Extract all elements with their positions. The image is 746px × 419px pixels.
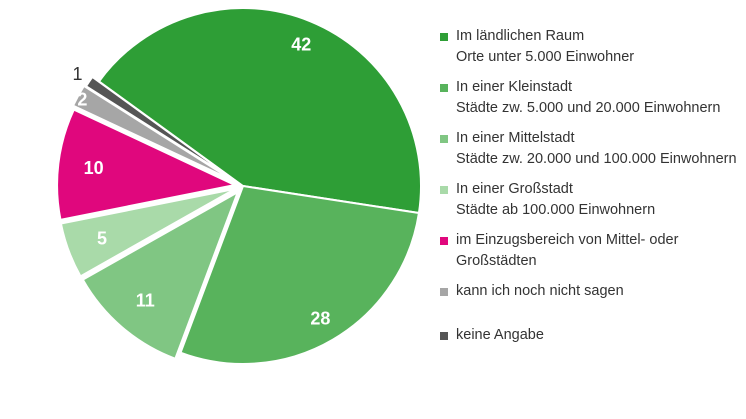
legend-item-mittelstadt: In einer Mittelstadt Städte zw. 20.000 u… — [440, 128, 740, 170]
legend-label: In einer Kleinstadt — [456, 79, 573, 95]
legend-label: keine Angabe — [456, 327, 544, 343]
legend: Im ländlichen Raum Orte unter 5.000 Einw… — [440, 26, 740, 355]
data-label-nicht-sagen: 2 — [77, 89, 87, 109]
legend-sublabel: Großstädten — [456, 253, 537, 269]
legend-label: In einer Großstadt — [456, 181, 573, 197]
legend-sublabel: Orte unter 5.000 Einwohner — [456, 49, 635, 65]
legend-item-nicht-sagen: kann ich noch nicht sagen — [440, 281, 740, 302]
data-label-laendlich: 42 — [291, 35, 311, 55]
legend-swatch — [440, 237, 448, 245]
legend-swatch — [440, 84, 448, 92]
pie-slice-kleinstadt — [179, 184, 421, 365]
legend-item-grossstadt: In einer Großstadt Städte ab 100.000 Ein… — [440, 179, 740, 221]
legend-swatch — [440, 33, 448, 41]
data-label-mittelstadt: 11 — [136, 291, 155, 311]
legend-label: Im ländlichen Raum — [456, 28, 585, 44]
legend-sublabel: Städte zw. 5.000 und 20.000 Einwohnern — [456, 100, 721, 116]
legend-swatch — [440, 186, 448, 194]
pie-slice-nicht-sagen — [71, 84, 235, 183]
pie-slice-einzugsbereich — [56, 108, 239, 222]
legend-item-laendlich: Im ländlichen Raum Orte unter 5.000 Einw… — [440, 26, 740, 68]
data-label-kleinstadt: 28 — [310, 308, 330, 328]
data-label-grossstadt: 5 — [97, 229, 107, 249]
pie-slice-grossstadt — [59, 187, 236, 278]
legend-label: kann ich noch nicht sagen — [456, 283, 624, 299]
legend-sublabel: Städte zw. 20.000 und 100.000 Einwohnern — [456, 151, 737, 167]
pie-slice-keine-angabe — [84, 75, 237, 183]
data-label-einzugsbereich: 10 — [84, 158, 104, 178]
legend-item-einzugsbereich: im Einzugsbereich von Mittel- oder Großs… — [440, 230, 740, 272]
legend-swatch — [440, 288, 448, 296]
legend-item-keine-angabe: keine Angabe — [440, 325, 740, 346]
legend-item-kleinstadt: In einer Kleinstadt Städte zw. 5.000 und… — [440, 77, 740, 119]
data-label-keine-angabe: 1 — [73, 64, 83, 84]
legend-swatch — [440, 135, 448, 143]
pie-slice-laendlich — [97, 7, 422, 215]
legend-sublabel: Städte ab 100.000 Einwohnern — [456, 202, 656, 218]
legend-label: In einer Mittelstadt — [456, 130, 575, 146]
legend-swatch — [440, 332, 448, 340]
legend-label: im Einzugsbereich von Mittel- oder — [456, 232, 679, 248]
pie-slice-mittelstadt — [81, 189, 240, 361]
